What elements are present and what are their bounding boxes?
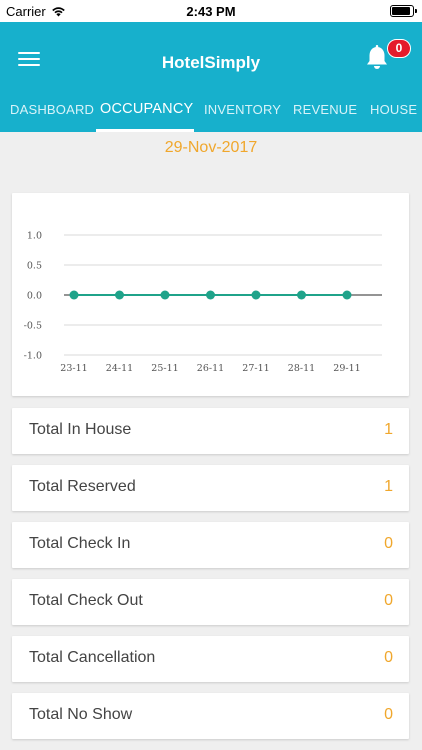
status-time: 2:43 PM: [186, 4, 236, 19]
y-tick-label: -1.0: [24, 351, 42, 362]
bell-icon[interactable]: [364, 44, 390, 72]
y-tick-label: 0.5: [27, 261, 42, 272]
stat-label: Total In House: [29, 421, 132, 438]
x-tick-label: 28-11: [288, 363, 315, 374]
carrier-info: Carrier: [6, 4, 66, 19]
stat-value: 1: [384, 478, 393, 495]
tab-dashboard[interactable]: DASHBOARD: [10, 102, 95, 117]
stat-label: Total Check Out: [29, 592, 143, 609]
stat-card-total-check-out[interactable]: Total Check Out 0: [12, 579, 409, 625]
stat-card-total-in-house[interactable]: Total In House 1: [12, 408, 409, 454]
tab-inventory[interactable]: INVENTORY: [204, 102, 282, 117]
app-title: HotelSimply: [161, 53, 261, 72]
x-tick-label: 24-11: [106, 363, 133, 374]
stat-value: 0: [384, 706, 393, 723]
stat-label: Total Check In: [29, 535, 131, 552]
stat-card-total-cancellation[interactable]: Total Cancellation 0: [12, 636, 409, 682]
tab-revenue[interactable]: REVENUE: [293, 102, 358, 117]
occupancy-line-chart: 1.0 0.5 0.0 -0.5 -1.0 23-11 24-11 25-11 26-11 27-…: [24, 231, 382, 374]
data-point: [160, 290, 170, 300]
tab-housekeeping[interactable]: HOUSE K: [370, 102, 422, 117]
notification-badge: 0: [387, 39, 411, 58]
stat-value: 0: [384, 535, 393, 552]
stat-value: 0: [384, 649, 393, 666]
x-tick-label: 26-11: [197, 363, 224, 374]
x-tick-label: 29-11: [333, 363, 360, 374]
x-tick-label: 23-11: [60, 363, 87, 374]
battery-icon: [390, 5, 417, 17]
carrier-label: Carrier: [6, 4, 46, 19]
data-point: [297, 290, 306, 300]
stat-label: Total Reserved: [29, 478, 136, 495]
data-point: [251, 290, 261, 300]
stat-label: Total No Show: [29, 706, 133, 723]
selected-date[interactable]: 29-Nov-2017: [164, 139, 258, 156]
stat-card-total-check-in[interactable]: Total Check In 0: [12, 522, 409, 568]
status-bar: Carrier 2:43 PM: [0, 0, 422, 22]
x-tick-label: 27-11: [242, 363, 269, 374]
wifi-icon: [51, 7, 65, 17]
stat-value: 0: [384, 592, 393, 609]
data-point: [115, 290, 124, 300]
hamburger-menu-icon[interactable]: [18, 52, 40, 68]
y-tick-label: -0.5: [24, 321, 42, 332]
tab-occupancy[interactable]: OCCUPANCY: [100, 101, 194, 117]
stat-value: 1: [384, 421, 393, 438]
stat-card-total-no-show[interactable]: Total No Show 0: [12, 693, 409, 739]
x-tick-label: 25-11: [151, 363, 178, 374]
y-tick-label: 1.0: [27, 231, 42, 242]
active-tab-indicator: [96, 129, 194, 132]
data-point: [69, 290, 79, 300]
app-header: HotelSimply 0 DASHBOARD OCCUPANCY INVENT…: [0, 22, 422, 132]
stat-label: Total Cancellation: [29, 649, 156, 666]
data-point: [342, 290, 352, 300]
stat-card-total-reserved[interactable]: Total Reserved 1: [12, 465, 409, 511]
data-point: [206, 290, 215, 300]
tab-bar: DASHBOARD OCCUPANCY INVENTORY REVENUE HO…: [0, 94, 422, 132]
occupancy-chart-card: 1.0 0.5 0.0 -0.5 -1.0 23-11 24-11 25-11 26-11 27-…: [12, 193, 409, 396]
battery-level: [392, 7, 410, 15]
y-tick-label: 0.0: [27, 291, 42, 302]
